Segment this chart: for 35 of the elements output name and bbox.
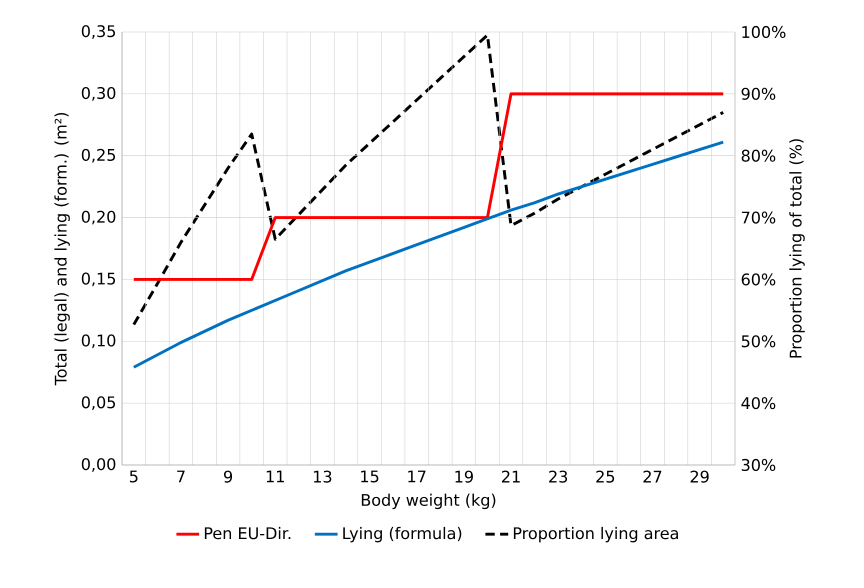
- x-tick-label: 5: [130, 470, 138, 482]
- y-tick-label: 0,05: [82, 396, 116, 410]
- legend-label: Lying (formula): [343, 526, 462, 542]
- y2-axis-title: Proportion lying of total (%): [789, 139, 805, 358]
- y2-tick-label: 100%: [742, 26, 786, 38]
- y-tick-label: 0,25: [82, 148, 116, 163]
- x-tick-label: 13: [314, 470, 332, 483]
- y-tick-label: 0,00: [82, 458, 116, 472]
- y-tick-label: 0,15: [82, 272, 116, 286]
- y2-tick-label: 80%: [742, 150, 776, 162]
- x-axis-title: Body weight (kg): [362, 494, 496, 510]
- x-tick-label: 27: [643, 470, 662, 482]
- x-tick-label: 7: [177, 470, 185, 482]
- y-tick-label: 0,10: [82, 334, 116, 348]
- y2-tick-label: 60%: [742, 273, 776, 286]
- x-tick-label: 23: [549, 470, 568, 483]
- y-tick-label: 0,30: [82, 86, 116, 101]
- y2-tick-label: 50%: [742, 335, 776, 348]
- y-axis-title: Total (legal) and lying (form.) (m²): [54, 112, 70, 386]
- y2-tick-label: 30%: [742, 458, 776, 472]
- x-tick-label: 17: [408, 470, 426, 482]
- legend-label: Pen EU-Dir.: [204, 526, 290, 540]
- y2-tick-label: 40%: [741, 397, 776, 410]
- x-tick-label: 15: [361, 470, 378, 482]
- y-tick-label: 0,35: [82, 25, 116, 39]
- x-tick-label: 25: [596, 470, 614, 483]
- x-tick-label: 11: [266, 470, 284, 482]
- x-tick-label: 29: [690, 470, 709, 483]
- y-tick-label: 0,20: [82, 210, 116, 224]
- legend-label: Proportion lying area: [514, 526, 678, 542]
- x-tick-label: 21: [502, 470, 520, 482]
- x-tick-label: 9: [224, 470, 232, 483]
- y2-tick-label: 90%: [742, 88, 776, 100]
- y2-tick-label: 70%: [742, 212, 776, 224]
- x-tick-label: 19: [455, 470, 473, 483]
